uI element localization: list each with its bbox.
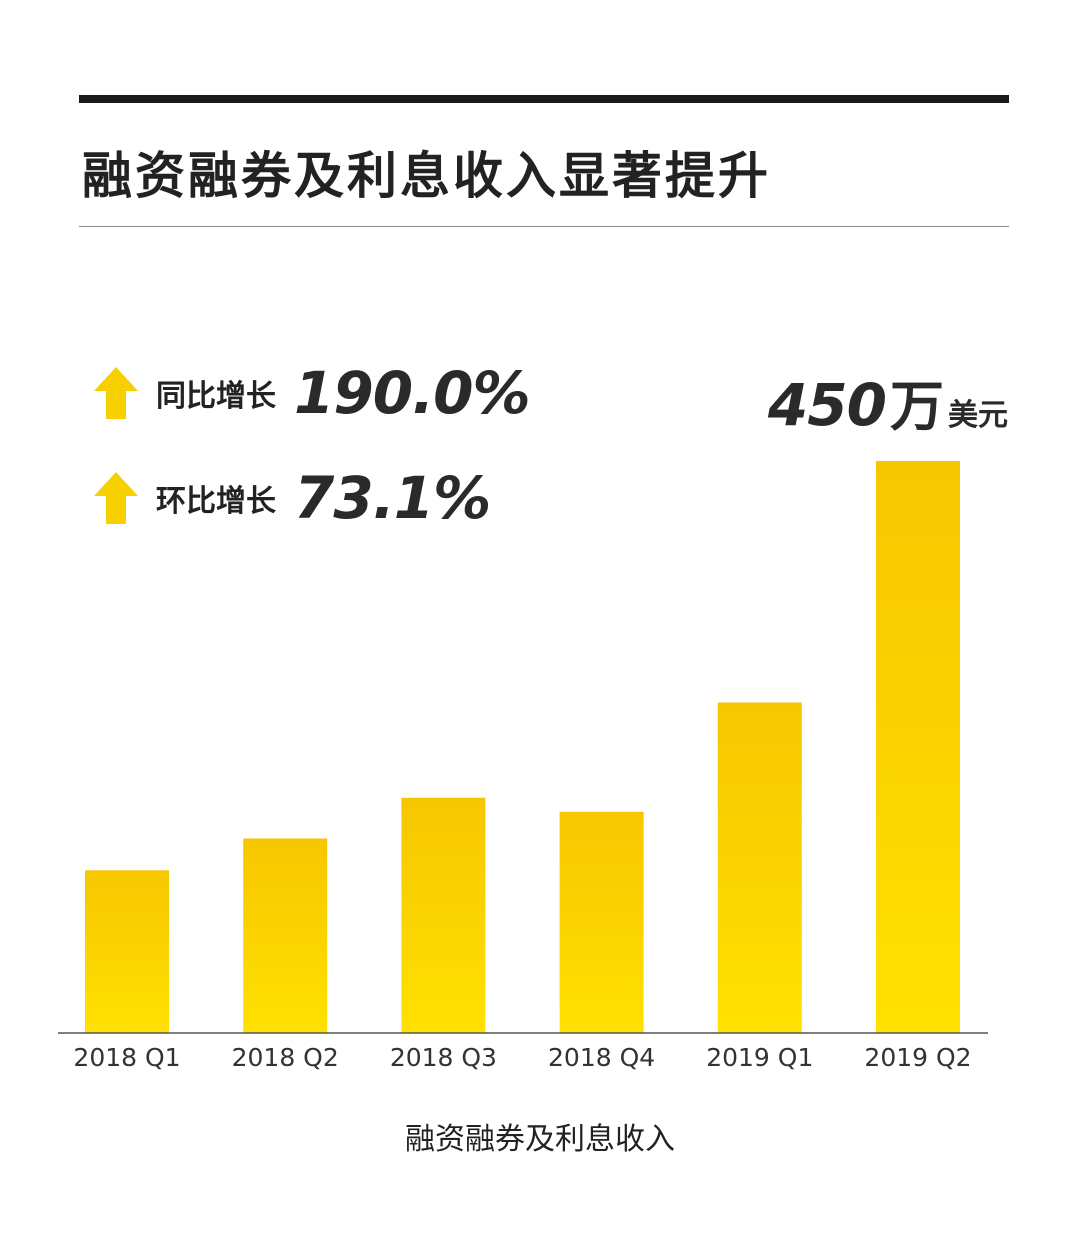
page-title: 融资融券及利息收入显著提升 (82, 147, 771, 205)
latest-value-callout: 450 万 美元 (768, 362, 1008, 441)
qoq-value: 73.1% (294, 464, 491, 532)
top-rule (79, 95, 1009, 103)
bar-2018-q4 (559, 811, 644, 1033)
x-tick-label: 2018 Q3 (390, 1043, 497, 1072)
arrow-up-icon (94, 367, 138, 419)
x-tick-label: 2019 Q1 (706, 1043, 813, 1072)
bar-2019-q2 (876, 461, 960, 1033)
qoq-label: 环比增长 (156, 484, 276, 519)
x-tick-label: 2018 Q1 (73, 1043, 180, 1072)
yoy-label: 同比增长 (156, 379, 276, 414)
bar-2018-q1 (85, 870, 169, 1033)
bars-group (85, 461, 960, 1033)
x-tick-label: 2018 Q2 (232, 1043, 339, 1072)
title-divider (79, 226, 1009, 227)
x-axis-label: 融资融券及利息收入 (405, 1122, 675, 1157)
arrow-up-icon (94, 472, 138, 524)
callout-unit-small: 美元 (948, 398, 1008, 433)
yoy-value: 190.0% (294, 359, 531, 427)
x-tick-label: 2018 Q4 (548, 1043, 655, 1072)
x-tick-label: 2019 Q2 (864, 1043, 971, 1072)
x-tick-labels: 2018 Q1 2018 Q2 2018 Q3 2018 Q4 2019 Q1 2019 … (73, 1043, 971, 1072)
callout-unit-big: 万 (890, 375, 944, 438)
qoq-stat: 环比增长 73.1% (94, 463, 491, 533)
yoy-stat: 同比增长 190.0% (94, 358, 531, 428)
bar-2018-q3 (401, 797, 486, 1033)
bar-2018-q2 (243, 838, 328, 1033)
bar-2019-q1 (717, 702, 802, 1033)
callout-number: 450 (767, 371, 887, 439)
